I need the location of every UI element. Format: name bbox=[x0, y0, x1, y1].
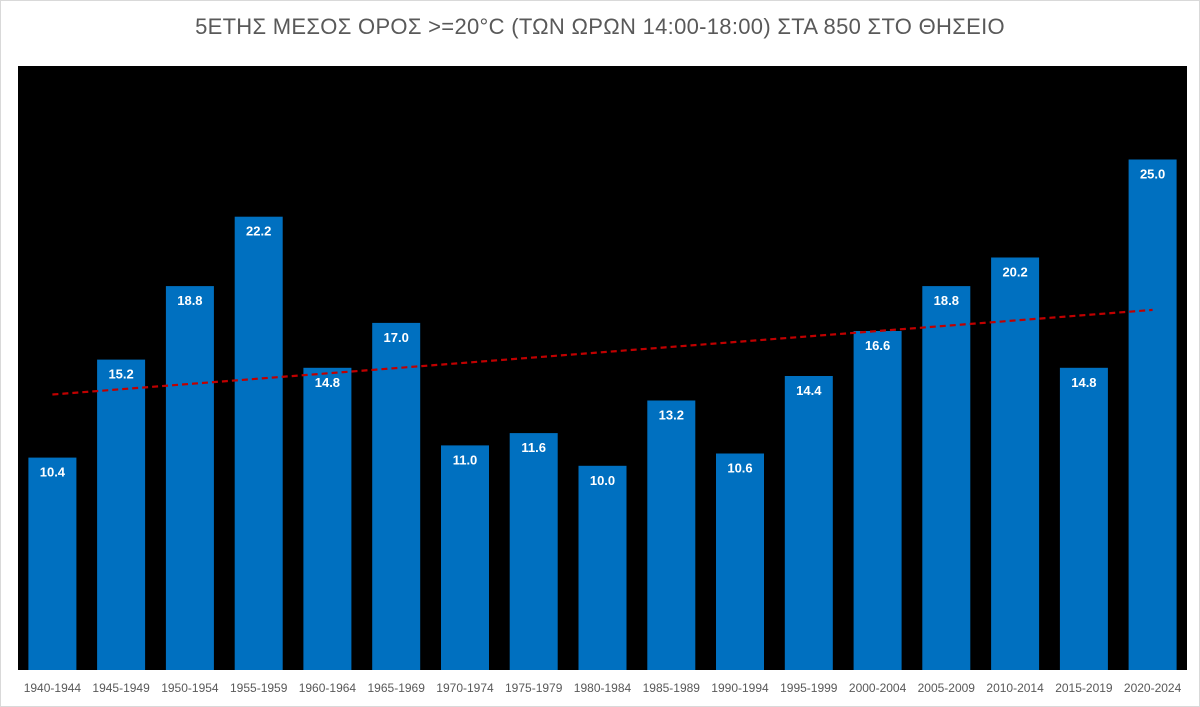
data-label: 13.2 bbox=[659, 408, 684, 423]
x-tick-label: 1990-1994 bbox=[711, 681, 769, 695]
data-label: 14.8 bbox=[1071, 375, 1096, 390]
bar-series bbox=[28, 159, 1177, 670]
data-label: 20.2 bbox=[1002, 265, 1027, 280]
data-label: 11.6 bbox=[521, 440, 546, 455]
x-tick-label: 1985-1989 bbox=[643, 681, 701, 695]
bar-2005-2009 bbox=[922, 286, 971, 670]
x-axis-tick-labels: 1940-1944 1945-1949 1950-1954 1955-1959 1960… bbox=[24, 681, 1182, 695]
x-tick-label: 1970-1974 bbox=[436, 681, 494, 695]
x-tick-label: 1940-1944 bbox=[24, 681, 82, 695]
bar-1945-1949 bbox=[97, 359, 146, 670]
bar-2010-2014 bbox=[991, 257, 1040, 670]
x-tick-label: 1945-1949 bbox=[92, 681, 150, 695]
x-tick-label: 2010-2014 bbox=[986, 681, 1044, 695]
bar-1955-1959 bbox=[234, 216, 283, 670]
chart-title: 5ΕΤΗΣ ΜΕΣΟΣ ΟΡΟΣ >=20°C (ΤΩΝ ΩΡΩΝ 14:00-… bbox=[195, 14, 1005, 39]
bar-1990-1994 bbox=[716, 453, 764, 670]
data-label: 25.0 bbox=[1140, 167, 1165, 182]
bar-1980-1984 bbox=[578, 465, 627, 670]
data-label: 18.8 bbox=[177, 293, 202, 308]
data-label: 10.6 bbox=[727, 461, 752, 476]
data-label: 16.6 bbox=[865, 338, 890, 353]
bar-2015-2019 bbox=[1059, 367, 1108, 670]
data-label: 11.0 bbox=[453, 452, 478, 467]
bar-2000-2004 bbox=[853, 331, 902, 670]
bar-1950-1954 bbox=[165, 286, 214, 670]
data-label: 18.8 bbox=[934, 293, 959, 308]
x-tick-label: 2005-2009 bbox=[918, 681, 976, 695]
bar-1995-1999 bbox=[784, 376, 833, 670]
x-tick-label: 1980-1984 bbox=[574, 681, 632, 695]
x-tick-label: 1965-1969 bbox=[368, 681, 426, 695]
x-tick-label: 2015-2019 bbox=[1055, 681, 1113, 695]
data-labels: 10.4 15.2 18.8 22.2 14.8 17.0 11.0 11.6 10.0 13.2… bbox=[40, 167, 1166, 488]
data-label: 14.4 bbox=[796, 383, 822, 398]
data-label: 14.8 bbox=[315, 375, 340, 390]
data-label: 17.0 bbox=[384, 330, 409, 345]
x-tick-label: 1950-1954 bbox=[161, 681, 219, 695]
x-tick-label: 2000-2004 bbox=[849, 681, 907, 695]
bar-1975-1979 bbox=[509, 433, 558, 670]
data-label: 10.4 bbox=[40, 465, 66, 480]
bar-1985-1989 bbox=[647, 400, 696, 670]
x-tick-label: 1995-1999 bbox=[780, 681, 838, 695]
bar-2020-2024 bbox=[1128, 159, 1177, 670]
x-tick-label: 1960-1964 bbox=[299, 681, 357, 695]
data-label: 15.2 bbox=[108, 367, 133, 382]
bar-1965-1969 bbox=[372, 322, 421, 670]
data-label: 22.2 bbox=[246, 224, 271, 239]
x-tick-label: 1975-1979 bbox=[505, 681, 563, 695]
bar-1940-1944 bbox=[28, 457, 77, 670]
trendline bbox=[52, 308, 1153, 396]
bar-1960-1964 bbox=[303, 367, 352, 670]
data-label: 10.0 bbox=[590, 473, 615, 488]
x-tick-label: 1955-1959 bbox=[230, 681, 288, 695]
x-tick-label: 2020-2024 bbox=[1124, 681, 1182, 695]
bar-1970-1974 bbox=[441, 445, 489, 670]
